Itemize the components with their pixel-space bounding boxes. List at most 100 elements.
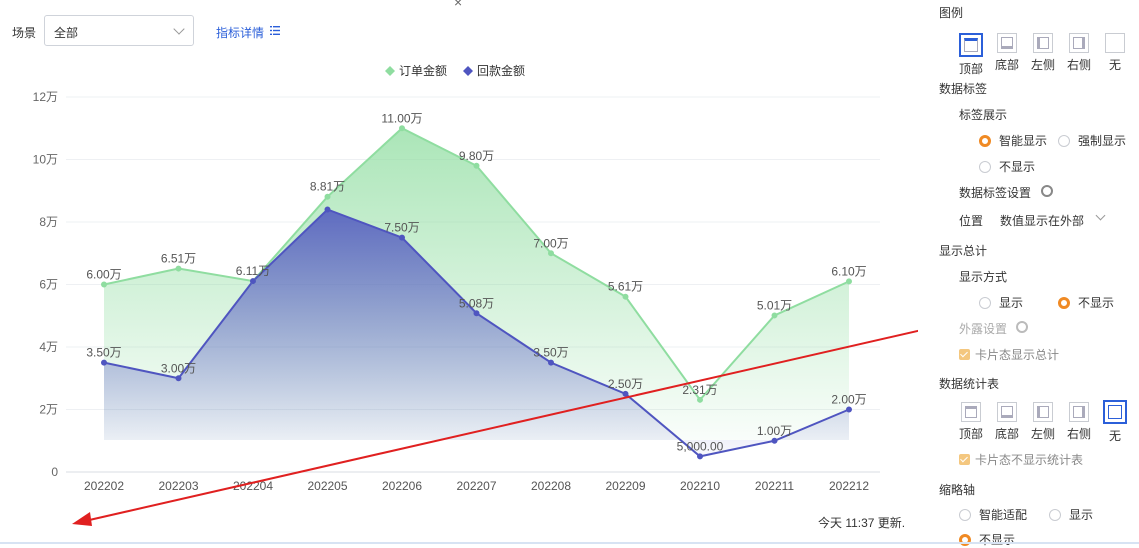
scene-select[interactable]: 全部 [44, 15, 194, 46]
data-point [399, 234, 405, 241]
legend-pos-none[interactable]: 无 [1100, 33, 1130, 73]
data-label: 6.10万 [831, 264, 866, 278]
legend-pos-label: 右侧 [1066, 58, 1091, 72]
data-label: 6.51万 [161, 252, 196, 266]
checkbox-icon [959, 454, 970, 465]
data-point [101, 281, 107, 288]
legend-pos-right[interactable]: 右侧 [1064, 33, 1094, 73]
data-point [473, 310, 480, 317]
stats-pos-bottom[interactable]: 底部 [992, 402, 1022, 442]
list-icon[interactable] [270, 26, 280, 35]
data-point [846, 406, 852, 413]
y-tick-label: 0 [51, 465, 58, 479]
data-label: 7.00万 [533, 236, 568, 250]
legend-pos-left[interactable]: 左侧 [1028, 33, 1058, 73]
stats-pos-right[interactable]: 右侧 [1064, 402, 1094, 442]
thumb-axis-title: 缩略轴 [939, 483, 976, 497]
layout-left-icon [1033, 402, 1053, 422]
data-label: 2.00万 [831, 393, 866, 407]
checkbox-label: 卡片态显示总计 [975, 348, 1060, 362]
label-display-title: 标签展示 [959, 108, 1008, 122]
y-tick-label: 10万 [33, 153, 58, 167]
radio-force-display[interactable]: 强制显示 [1058, 132, 1126, 149]
stats-pos-left[interactable]: 左侧 [1028, 402, 1058, 442]
layout-right-icon [1069, 402, 1089, 422]
data-label: 2.50万 [608, 377, 643, 391]
series-area [104, 209, 849, 457]
data-point [399, 125, 405, 132]
legend-pos-label: 无 [1108, 58, 1121, 72]
annotation-arrow [84, 329, 918, 522]
data-label: 5.01万 [757, 298, 792, 312]
legend-pos-bottom[interactable]: 底部 [992, 33, 1022, 73]
radio-dot [979, 296, 991, 309]
stats-pos-top[interactable]: 顶部 [956, 402, 986, 442]
layout-top-icon [959, 33, 983, 57]
legend-pos-top[interactable]: 顶部 [956, 33, 986, 77]
layout-left-icon [1033, 33, 1053, 53]
layout-right-icon [1069, 33, 1089, 53]
data-point [771, 437, 778, 444]
card-show-total-checkbox[interactable]: 卡片态显示总计 [959, 346, 1059, 363]
radio-smart-display[interactable]: 智能显示 [979, 132, 1047, 149]
radio-dot [1058, 134, 1070, 147]
layout-bottom-icon [997, 33, 1017, 53]
x-tick-label: 202208 [531, 479, 571, 493]
radio-dot [959, 508, 971, 521]
radio-hide-labels[interactable]: 不显示 [979, 158, 1035, 175]
data-point [548, 359, 554, 366]
data-label: 6.11万 [236, 264, 270, 278]
radio-label: 显示 [1069, 508, 1094, 522]
stats-section-title: 数据统计表 [939, 377, 1000, 391]
radio-label: 智能显示 [999, 134, 1048, 148]
radio-dot [1049, 508, 1061, 521]
data-point [473, 162, 480, 169]
legend-pos-label: 左侧 [1030, 58, 1055, 72]
radio-dot [979, 160, 991, 173]
position-select[interactable]: 数值显示在外部 [1000, 214, 1085, 228]
legend-pos-label: 底部 [994, 58, 1019, 72]
radio-label: 显示 [999, 296, 1024, 310]
data-point [697, 453, 703, 460]
data-point [175, 375, 182, 382]
chevron-down-icon[interactable] [1095, 210, 1106, 221]
y-tick-label: 8万 [39, 215, 58, 229]
data-label: 11.00万 [381, 111, 422, 125]
card-hide-stats-checkbox[interactable]: 卡片态不显示统计表 [959, 451, 1083, 468]
area-chart: 0 2万 4万 6万 8万 10万 12万 6.00万 6.51万 6.11万 8.81万 11.0… [33, 63, 918, 526]
stats-pos-label: 右侧 [1066, 427, 1091, 441]
radio-thumb-hide[interactable]: 不显示 [959, 531, 1015, 548]
update-timestamp: 今天 11:37 更新. [818, 516, 906, 530]
layout-none-icon [1105, 33, 1125, 53]
data-labels-title: 数据标签 [939, 82, 988, 96]
gear-icon[interactable] [1041, 185, 1053, 197]
stats-pos-none[interactable]: 无 [1100, 400, 1130, 444]
legend-section-title: 图例 [939, 6, 964, 20]
data-point [622, 390, 629, 397]
x-tick-label: 202203 [158, 479, 198, 493]
radio-label: 智能适配 [979, 508, 1028, 522]
y-tick-label: 6万 [39, 278, 58, 292]
stats-pos-label: 底部 [994, 427, 1019, 441]
position-label: 位置 [959, 214, 984, 228]
x-tick-label: 202209 [605, 479, 645, 493]
data-point [324, 193, 331, 200]
data-label: 3.50万 [533, 346, 568, 360]
radio-hide-total[interactable]: 不显示 [1058, 294, 1114, 311]
data-point [548, 250, 554, 257]
data-point [101, 359, 107, 366]
data-point [175, 265, 182, 272]
close-icon[interactable]: × [454, 0, 463, 10]
label-settings-title: 数据标签设置 [959, 186, 1032, 200]
radio-thumb-smart[interactable]: 智能适配 [959, 506, 1027, 523]
x-tick-label: 202206 [382, 479, 422, 493]
data-label: 6.00万 [86, 268, 121, 282]
x-tick-label: 202207 [456, 479, 496, 493]
y-tick-label: 12万 [33, 90, 58, 104]
radio-show-total[interactable]: 显示 [979, 294, 1023, 311]
data-label: 5.08万 [459, 296, 494, 310]
gear-icon [1016, 321, 1028, 333]
metric-detail-link[interactable]: 指标详情 [216, 26, 265, 40]
data-label: 1.00万 [757, 424, 792, 438]
radio-thumb-show[interactable]: 显示 [1049, 506, 1093, 523]
